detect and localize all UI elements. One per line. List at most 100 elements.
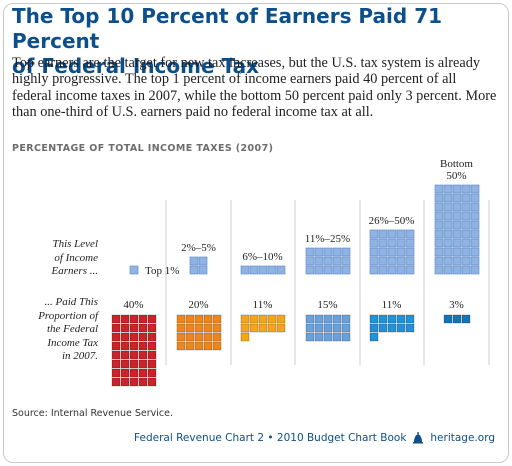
tax-block — [240, 314, 286, 342]
tax-square — [138, 368, 148, 378]
earners-square — [405, 229, 415, 239]
chart-subhead: PERCENTAGE OF TOTAL INCOME TAXES (2007) — [12, 143, 274, 154]
earners-square — [452, 247, 462, 257]
tax-square — [129, 314, 139, 324]
earners-square — [461, 193, 471, 203]
earners-square — [198, 265, 208, 275]
tax-square — [314, 332, 324, 342]
tax-square — [138, 350, 148, 360]
earners-square — [198, 256, 208, 266]
earners-square — [443, 229, 453, 239]
tax-square — [443, 314, 453, 324]
tax-square — [120, 323, 130, 333]
tax-square — [129, 350, 139, 360]
tax-square — [369, 332, 379, 342]
tax-square — [305, 332, 315, 342]
earners-square — [369, 238, 379, 248]
tax-square — [185, 323, 195, 333]
tax-square — [129, 359, 139, 369]
heritage-link[interactable]: heritage.org — [430, 432, 495, 444]
value-label: 11% — [253, 299, 273, 311]
tax-square — [249, 323, 259, 333]
tax-square — [176, 332, 186, 342]
tax-square — [341, 332, 351, 342]
value-label: 15% — [317, 299, 337, 311]
earners-square — [249, 265, 259, 275]
tax-square — [138, 359, 148, 369]
earners-square — [314, 265, 324, 275]
earners-square — [387, 229, 397, 239]
earners-square — [189, 265, 199, 275]
source-note: Source: Internal Revenue Service. — [12, 408, 174, 419]
tax-square — [194, 323, 204, 333]
row2-label-line: the Federal — [46, 323, 98, 335]
category-label: 6%–10% — [242, 251, 282, 263]
earners-square — [332, 256, 342, 266]
value-label: 11% — [382, 299, 402, 311]
earners-square — [470, 238, 480, 248]
category-label: 11%–25% — [305, 233, 350, 245]
tax-block — [443, 314, 471, 324]
category-label: 50% — [446, 170, 466, 182]
earners-square — [396, 265, 406, 275]
tax-block — [305, 314, 351, 342]
earners-square — [405, 256, 415, 266]
tax-square — [332, 323, 342, 333]
tax-square — [129, 341, 139, 351]
tax-square — [276, 314, 286, 324]
earners-square — [378, 256, 388, 266]
tax-square — [138, 332, 148, 342]
tax-square — [203, 323, 213, 333]
earners-square — [189, 256, 199, 266]
earners-square — [323, 265, 333, 275]
earners-square — [378, 229, 388, 239]
tax-square — [258, 323, 268, 333]
tax-square — [185, 332, 195, 342]
earners-square — [332, 247, 342, 257]
value-label: 40% — [123, 299, 143, 311]
row2-label-line: in 2007. — [61, 350, 98, 362]
tax-square — [314, 314, 324, 324]
earners-square — [443, 247, 453, 257]
earners-square — [341, 247, 351, 257]
earners-square — [387, 256, 397, 266]
earners-square — [470, 220, 480, 230]
earners-square — [452, 202, 462, 212]
tax-square — [203, 332, 213, 342]
earners-square — [443, 256, 453, 266]
tax-square — [147, 323, 157, 333]
tax-block — [176, 314, 222, 351]
tax-square — [176, 341, 186, 351]
row1-label-line: Earners ... — [51, 265, 98, 277]
earners-square — [434, 247, 444, 257]
tax-square — [194, 332, 204, 342]
tax-square — [323, 332, 333, 342]
tax-square — [129, 332, 139, 342]
tax-square — [120, 350, 130, 360]
earners-square — [396, 229, 406, 239]
tax-square — [176, 314, 186, 324]
earners-square — [305, 256, 315, 266]
tax-square — [147, 377, 157, 387]
category-label: 26%–50% — [369, 215, 415, 227]
earners-square — [443, 238, 453, 248]
category-label: Top 1% — [145, 265, 179, 277]
tax-square — [332, 314, 342, 324]
earners-square — [341, 256, 351, 266]
earners-square — [369, 256, 379, 266]
earners-square — [461, 238, 471, 248]
tax-square — [341, 323, 351, 333]
tax-square — [212, 341, 222, 351]
tax-square — [452, 314, 462, 324]
earners-square — [378, 265, 388, 275]
tax-square — [129, 323, 139, 333]
tax-square — [396, 323, 406, 333]
earners-square — [240, 265, 250, 275]
earners-square — [443, 202, 453, 212]
earners-square — [434, 184, 444, 194]
tax-square — [111, 350, 121, 360]
earners-square — [267, 265, 277, 275]
tax-square — [369, 314, 379, 324]
tax-square — [147, 332, 157, 342]
tax-square — [120, 332, 130, 342]
